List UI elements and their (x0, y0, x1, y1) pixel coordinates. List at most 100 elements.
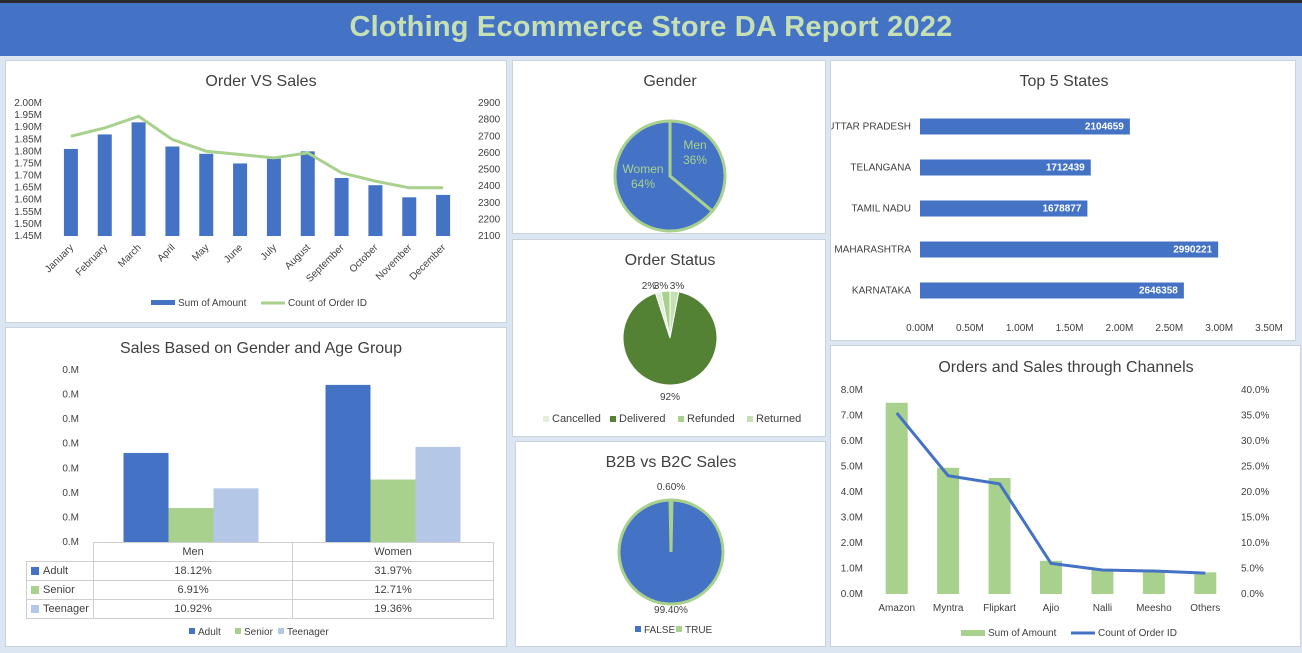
legend-returned: Returned (756, 413, 801, 425)
channel-label: Meesho (1136, 603, 1172, 614)
x-tick-label: 2.50M (1155, 323, 1183, 334)
gender-age-panel[interactable]: Sales Based on Gender and Age Group 0.M 0… (5, 327, 507, 647)
legend-senior-swatch (235, 628, 241, 634)
left-tick-label: 7.0M (841, 411, 863, 422)
table-row: Senior 6.91% 12.71% (26, 580, 494, 600)
right-tick-label: 2200 (478, 214, 501, 225)
right-tick-label: 2800 (478, 115, 501, 126)
bar-flipkart (988, 477, 1011, 594)
channels-title: Orders and Sales through Channels (938, 359, 1193, 376)
pie-slice-women (613, 119, 715, 233)
table-row: Teenager 10.92% 19.36% (26, 599, 494, 619)
legend-ch-amount: Sum of Amount (988, 628, 1057, 639)
right-tick-label: 2400 (478, 181, 501, 192)
x-tick-label: 0.50M (956, 323, 984, 334)
bar-senior-men (168, 508, 214, 542)
top-states-panel[interactable]: Top 5 States 0.00M 0.50M 1.00M 1.50M 2.00M 2.… (830, 60, 1296, 341)
bar-nalli (1091, 569, 1114, 594)
left-tick-label: 2.00M (14, 98, 42, 109)
y-tick-label: 0.M (62, 463, 79, 474)
order-vs-sales-panel[interactable]: Order VS Sales 2.00M 1.95M 1.90M 1.85M 1.80M… (5, 60, 507, 323)
col-women: Women (292, 542, 494, 562)
left-tick-label: 2.0M (841, 538, 863, 549)
left-tick-label: 1.60M (14, 195, 42, 206)
bar-amount-june (233, 163, 248, 236)
channel-label: Others (1190, 603, 1220, 614)
order-status-title: Order Status (625, 252, 716, 269)
channel-label: Flipkart (983, 603, 1016, 614)
bar-amount-january (63, 148, 78, 236)
left-tick-label: 1.70M (14, 171, 42, 182)
bar-amount-october (368, 185, 383, 236)
bar-ajio (1040, 560, 1062, 594)
gender-title: Gender (643, 73, 697, 90)
left-tick-label: 1.90M (14, 122, 42, 133)
left-tick-label: 0.0M (841, 589, 863, 600)
bar-amount-november (402, 197, 417, 236)
channels-panel[interactable]: Orders and Sales through Channels 8.0M 7.… (830, 345, 1301, 647)
x-tick-label: 0.00M (906, 323, 934, 334)
left-tick-label: 6.0M (841, 436, 863, 447)
bar-amount-december (436, 194, 451, 236)
legend-count-label: Count of Order ID (288, 298, 367, 309)
left-tick-label: 1.0M (841, 564, 863, 575)
b2b-chart: B2B vs B2C Sales 0.60% 99.40% FALSE TRUE (606, 454, 737, 636)
left-tick-label: 8.0M (841, 385, 863, 396)
left-tick-label: 5.0M (841, 462, 863, 473)
bar-amount-july (266, 158, 281, 236)
month-label: October (348, 242, 381, 275)
month-label: June (222, 242, 245, 265)
state-value-label: 2104659 (1085, 122, 1124, 133)
legend-true-swatch (676, 626, 682, 632)
pie-slice-delivered (622, 291, 718, 386)
state-value-label: 2646358 (1139, 286, 1178, 297)
state-label: MAHARASHTRA (834, 245, 911, 256)
channels-chart: Orders and Sales through Channels 8.0M 7.… (841, 359, 1270, 639)
y-tick-label: 0.M (62, 414, 79, 425)
bar-state-0 (920, 118, 1130, 135)
left-tick-label: 1.95M (14, 110, 42, 121)
legend-true: TRUE (685, 625, 713, 636)
legend-senior: Senior (244, 627, 274, 638)
right-tick-label: 2300 (478, 198, 501, 209)
bar-adult-women (325, 384, 371, 542)
order-status-chart: Order Status 2% 3% 3% 92% Cancelled Deli… (543, 252, 801, 425)
x-tick-label: 1.50M (1056, 323, 1084, 334)
y-tick-label: 0.M (62, 390, 79, 401)
right-tick-label: 2600 (478, 148, 501, 159)
legend-delivered: Delivered (619, 413, 665, 425)
state-label: TELANGANA (850, 163, 911, 174)
legend-adult-swatch (189, 628, 195, 634)
y-tick-label: 0.M (62, 512, 79, 523)
false-pct: 99.40% (654, 605, 688, 616)
gender-age-data-table: Men Women Adult 18.12% 31.97% Senior 6.9… (26, 542, 494, 619)
adult-key (31, 567, 39, 576)
bar-state-4 (920, 282, 1184, 299)
legend-ch-count: Count of Order ID (1098, 628, 1177, 639)
right-tick-label: 2100 (478, 231, 501, 242)
state-label: TAMIL NADU (852, 204, 911, 215)
bar-teenager-women (415, 446, 461, 542)
right-tick-label: 2900 (478, 98, 501, 109)
table-row: Adult 18.12% 31.97% (26, 561, 494, 581)
order-status-panel[interactable]: Order Status 2% 3% 3% 92% Cancelled Deli… (512, 239, 826, 437)
order-vs-sales-chart: Order VS Sales 2.00M1.95M1.90M1.85M1.80M… (14, 73, 501, 309)
x-tick-label: 3.50M (1255, 323, 1283, 334)
bar-amount-september (334, 177, 349, 236)
gender-age-title: Sales Based on Gender and Age Group (120, 340, 402, 357)
legend-cancelled: Cancelled (552, 413, 601, 425)
bar-myntra (937, 467, 960, 594)
b2b-panel[interactable]: B2B vs B2C Sales 0.60% 99.40% FALSE TRUE (515, 441, 826, 647)
right-tick-label: 0.0% (1241, 589, 1264, 600)
women-label: Women (622, 162, 663, 176)
legend-amount-label: Sum of Amount (178, 298, 247, 309)
left-tick-label: 1.75M (14, 158, 42, 169)
b2b-title: B2B vs B2C Sales (606, 454, 737, 471)
state-value-label: 1712439 (1046, 163, 1085, 174)
x-tick-label: 3.00M (1205, 323, 1233, 334)
gender-panel[interactable]: Gender Men 36% Women 64% (512, 60, 826, 234)
gender-chart: Gender Men 36% Women 64% (613, 73, 727, 233)
bar-amount-march (131, 122, 146, 236)
month-label: May (190, 242, 211, 263)
bar-teenager-men (213, 488, 259, 542)
